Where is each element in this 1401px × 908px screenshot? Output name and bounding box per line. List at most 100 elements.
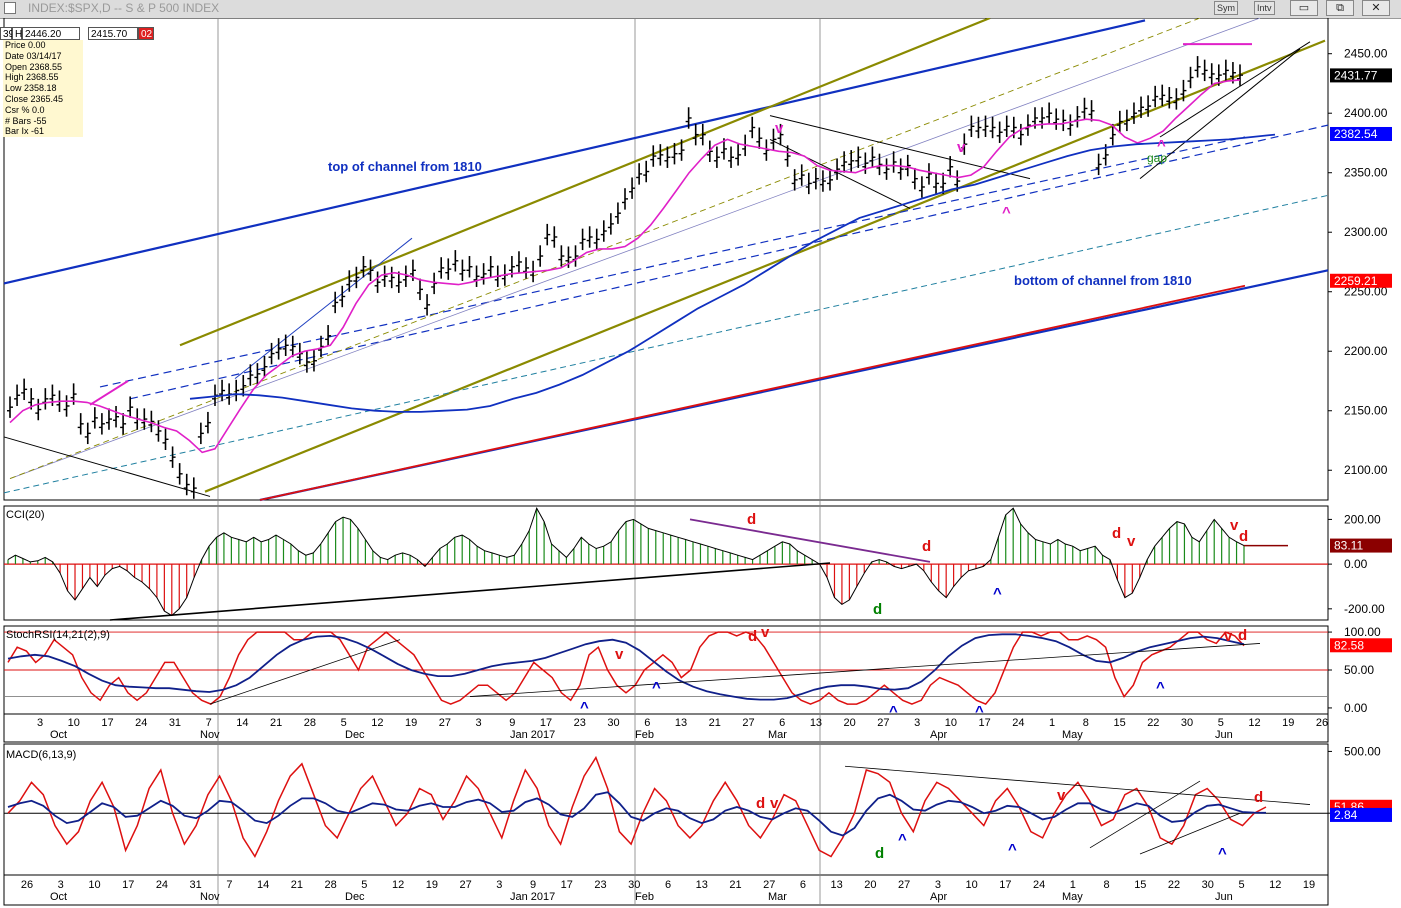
teal-dashed-line: [3, 194, 1329, 494]
price-axis-tick-label: 2300.00: [1344, 225, 1388, 239]
restore-button[interactable]: ⧉: [1326, 0, 1354, 16]
bottom-axis-month-label: Jun: [1215, 891, 1233, 903]
bottom-axis-month-label: Apr: [930, 891, 947, 903]
bottom-axis-day-label: 13: [696, 879, 708, 891]
stoch-last-tag: 82.58: [1334, 638, 1364, 652]
top-axis-month-label: Nov: [200, 729, 220, 741]
top-axis-month-label: Jun: [1215, 729, 1233, 741]
top-axis-day-label: 24: [135, 717, 147, 729]
top-axis-day-label: 14: [236, 717, 248, 729]
price-signal-mark: ^: [1002, 204, 1011, 221]
bottom-axis-day-label: 23: [594, 879, 606, 891]
top-axis-day-label: 13: [810, 717, 822, 729]
window-title: INDEX:$SPX,D -- S & P 500 INDEX: [28, 1, 220, 15]
macd-axis-tick-label: 500.00: [1344, 744, 1381, 758]
bottom-axis-month-label: Jan 2017: [510, 891, 555, 903]
macd-signal-mark: d: [875, 845, 884, 862]
top-axis-day-label: 26: [1316, 717, 1328, 729]
top-axis-day-label: 15: [1113, 717, 1125, 729]
bottom-axis-day-label: 24: [156, 879, 168, 891]
info-line: Low 2358.18: [5, 83, 57, 94]
top-axis-day-label: 3: [37, 717, 43, 729]
bottom-axis-day-label: 6: [665, 879, 671, 891]
bottom-axis-day-label: 24: [1033, 879, 1045, 891]
cci-signal-mark: d: [922, 538, 931, 555]
info-line: # Bars -55: [5, 115, 47, 126]
bottom-axis-day-label: 17: [999, 879, 1011, 891]
bottom-axis-month-label: Oct: [50, 891, 67, 903]
bottom-axis-day-label: 3: [58, 879, 64, 891]
top-axis-day-label: 1: [1049, 717, 1055, 729]
cci-signal-mark: d: [1112, 525, 1121, 542]
price-axis-tick-label: 2250.00: [1344, 285, 1388, 299]
price-last-tag-bg: [1330, 273, 1392, 288]
top-axis-day-label: 20: [844, 717, 856, 729]
bottom-axis-month-label: Feb: [635, 891, 654, 903]
black-trend-line: [769, 115, 1031, 180]
quote-close-value: 2415.70: [88, 27, 138, 40]
top-axis-day-label: 5: [341, 717, 347, 729]
top-axis-day-label: 27: [439, 717, 451, 729]
bottom-axis-day-label: 19: [1303, 879, 1315, 891]
macd-signal-mark: ^: [898, 831, 907, 848]
stoch-signal-mark: d: [1238, 627, 1247, 644]
macd-line: [7, 755, 1267, 859]
bottom-axis-day-label: 13: [831, 879, 843, 891]
price-last-tag: 2259.21: [1334, 274, 1378, 288]
bottom-axis-day-label: 17: [122, 879, 134, 891]
info-line: Date 03/14/17: [5, 50, 62, 61]
stoch-signal-mark: ^: [580, 699, 589, 716]
panel-frame-macd: [3, 743, 1329, 876]
top-axis-day-label: 17: [979, 717, 991, 729]
top-axis-day-label: 12: [1248, 717, 1260, 729]
blue-thin-line: [234, 237, 413, 379]
top-axis-day-label: 13: [675, 717, 687, 729]
top-axis-day-label: 31: [169, 717, 181, 729]
bottom-axis-day-label: 7: [226, 879, 232, 891]
bottom-axis-day-label: 30: [628, 879, 640, 891]
info-line: Csr % 0.0: [5, 104, 45, 115]
top-axis-day-label: 3: [476, 717, 482, 729]
cci-axis-tick-label: 200.00: [1344, 512, 1381, 526]
top-axis-month-label: Oct: [50, 729, 67, 741]
data-info-box: Price 0.00 Date 03/14/17 Open 2368.55 High …: [3, 40, 83, 138]
macd-signal-mark: ^: [1218, 845, 1227, 862]
macd-trend-line: [1139, 812, 1241, 855]
top-axis-month-label: Dec: [345, 729, 365, 741]
top-axis-day-label: 27: [877, 717, 889, 729]
macd-signal-mark: v: [770, 795, 779, 812]
minimize-button[interactable]: ▭: [1290, 0, 1318, 16]
price-last-tag-bg: [1330, 68, 1392, 83]
bottom-axis-day-label: 5: [1238, 879, 1244, 891]
stoch-trend-line: [469, 643, 1261, 697]
price-last-tag: 2431.77: [1334, 68, 1378, 82]
magenta-short-line: [89, 380, 129, 406]
close-button[interactable]: ✕: [1362, 0, 1390, 16]
stoch-axis-tick-label: 0.00: [1344, 701, 1368, 715]
stoch-signal-mark: ^: [1156, 679, 1165, 696]
info-line: High 2368.55: [5, 72, 59, 83]
price-signal-mark: v: [957, 139, 966, 156]
bottom-axis-day-label: 5: [361, 879, 367, 891]
bottom-axis-day-label: 14: [257, 879, 269, 891]
stoch-signal-mark: v: [615, 646, 624, 663]
top-axis-day-label: 28: [304, 717, 316, 729]
intv-button[interactable]: Intv: [1254, 1, 1275, 15]
cci-purple-trend: [689, 518, 931, 563]
bottom-axis-day-label: 21: [729, 879, 741, 891]
stoch-signal-mark: v: [761, 624, 770, 641]
sym-button[interactable]: Sym: [1214, 1, 1238, 15]
bottom-channel-annotation: bottom of channel from 1810: [1014, 273, 1192, 288]
cci-last-tag-bg: [1330, 538, 1392, 553]
top-channel-line: [3, 19, 1146, 285]
macd-signal-tag: 2.84: [1334, 808, 1358, 822]
cci-signal-mark: ^: [993, 585, 1002, 602]
ma-long-line: [189, 133, 1276, 413]
bottom-axis-day-label: 12: [392, 879, 404, 891]
cci-signal-mark: d: [1239, 528, 1248, 545]
cci-signal-mark: d: [873, 601, 882, 618]
bottom-axis-day-label: 10: [966, 879, 978, 891]
top-axis-month-label: Apr: [930, 729, 947, 741]
top-axis-day-label: 6: [779, 717, 785, 729]
top-axis-day-label: 23: [574, 717, 586, 729]
